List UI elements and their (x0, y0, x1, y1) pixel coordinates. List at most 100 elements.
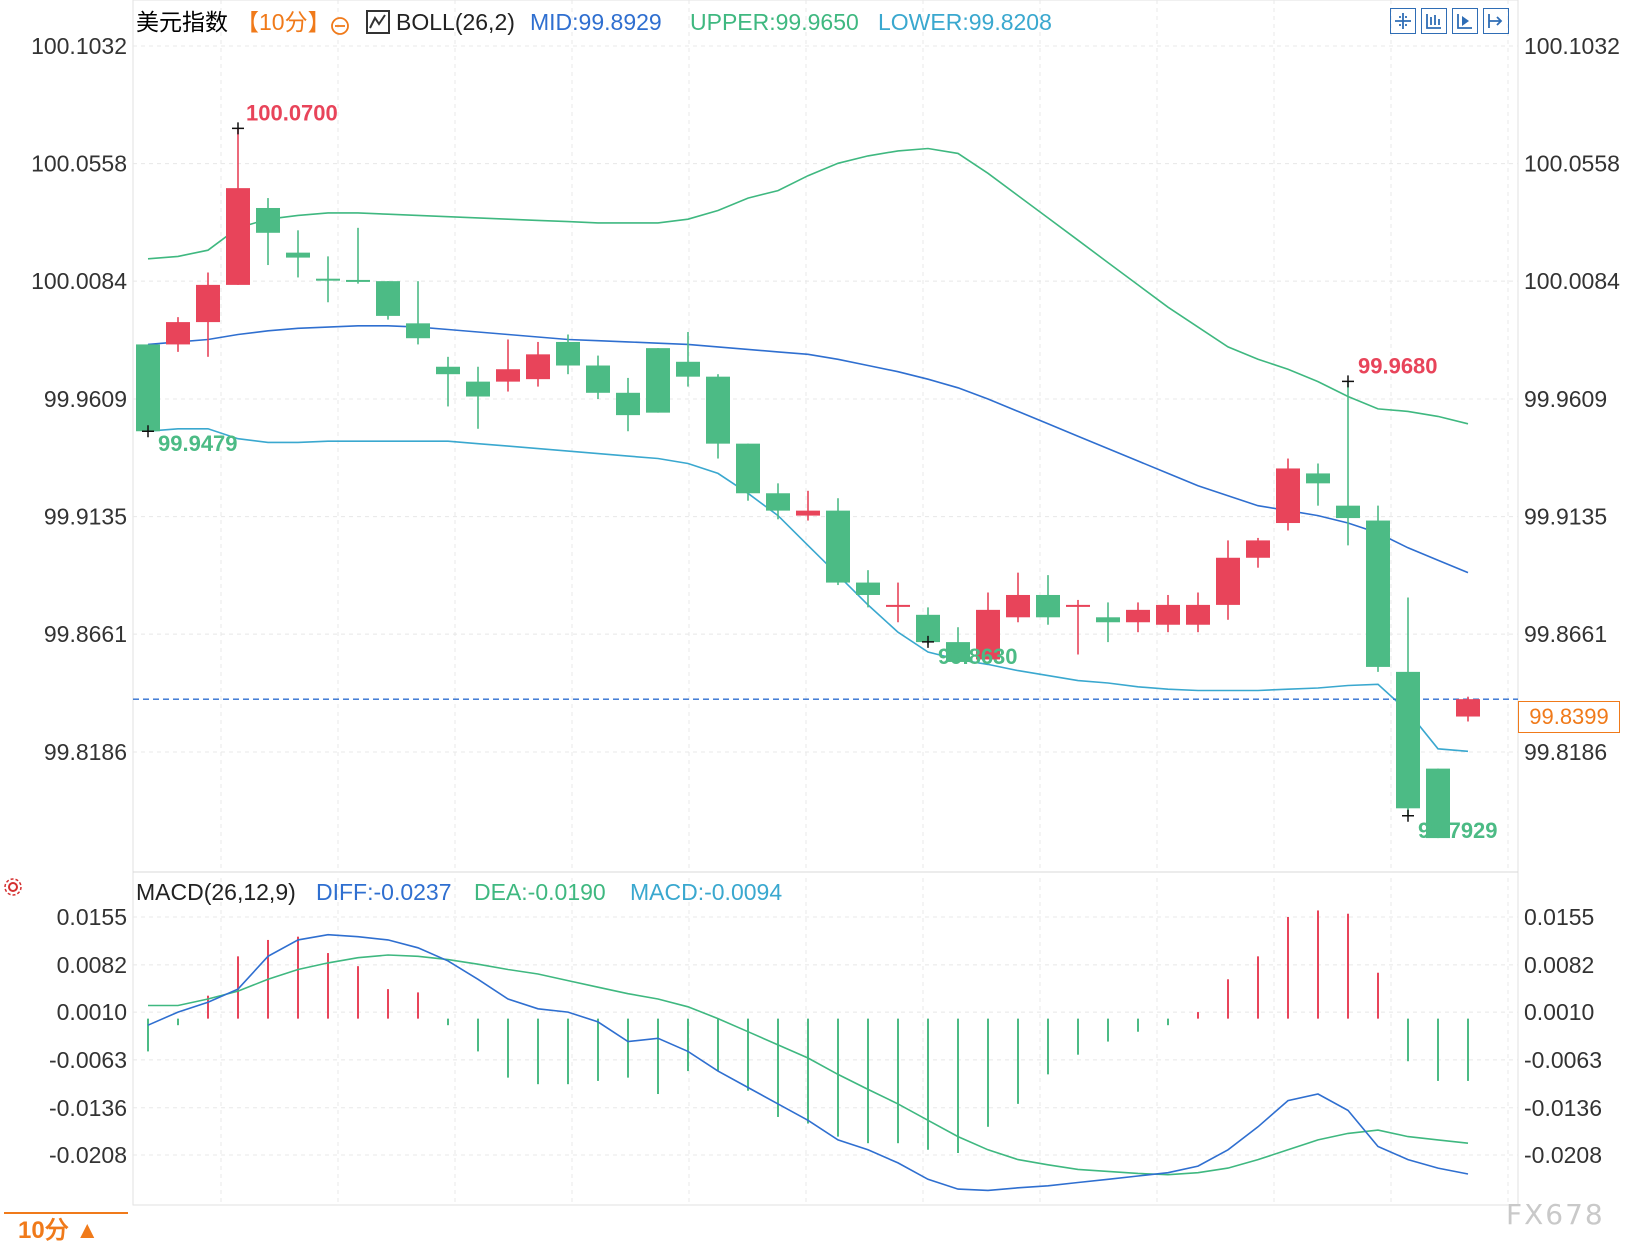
boll-upper-value: UPPER:99.9650 (690, 9, 859, 35)
y-axis-right: 100.1032 100.0558 100.0084 99.9609 99.9135 99… (1524, 33, 1620, 1168)
candle-body (1126, 609, 1150, 623)
boll-lower-value: LOWER:99.8208 (878, 9, 1052, 35)
candle-body (226, 188, 250, 285)
extreme-label: 100.0700 (246, 100, 338, 125)
candle-body (886, 604, 910, 607)
candle-body (376, 281, 400, 316)
y-tick-label: 100.1032 (1524, 33, 1620, 59)
candle-body (196, 284, 220, 323)
candle-body (616, 392, 640, 416)
candle-body (316, 278, 340, 281)
plot-frame (132, 0, 1519, 1206)
y-tick-label: 100.0558 (31, 151, 127, 177)
macd-tick-label: 0.0155 (1524, 904, 1594, 930)
candle-body (766, 493, 790, 511)
candle-body (1336, 505, 1360, 519)
y-tick-label: 99.8661 (1524, 621, 1607, 647)
y-tick-label: 99.9609 (1524, 386, 1607, 412)
macd-tick-label: -0.0136 (49, 1095, 127, 1121)
candle-body (346, 279, 370, 282)
y-tick-label: 100.1032 (31, 33, 127, 59)
y-axis-left: 100.1032 100.0558 100.0084 99.9609 99.9135 99… (31, 33, 127, 1168)
candle-body (856, 582, 880, 595)
y-tick-label: 100.0558 (1524, 151, 1620, 177)
extreme-label: 99.7929 (1418, 818, 1498, 843)
macd-title: MACD(26,12,9) (136, 879, 296, 905)
y-tick-label: 99.8186 (1524, 739, 1607, 765)
macd-tick-label: -0.0208 (1524, 1142, 1602, 1168)
candle-body (1276, 468, 1300, 524)
candle-body (466, 381, 490, 397)
candle-body (1216, 557, 1240, 605)
macd-dea-value: DEA:-0.0190 (474, 879, 606, 905)
candle-body (1456, 699, 1480, 717)
bars-icon[interactable] (1421, 8, 1447, 34)
candle-body (1306, 473, 1330, 484)
macd-tick-label: 0.0082 (57, 952, 127, 978)
candle-body (976, 609, 1000, 660)
macd-tick-label: -0.0136 (1524, 1095, 1602, 1121)
gear-icon[interactable] (2, 876, 24, 898)
candle-body (826, 510, 850, 583)
candle-body (646, 348, 670, 413)
macd-tick-label: 0.0010 (57, 999, 127, 1025)
candle-body (736, 443, 760, 494)
skip-forward-icon[interactable] (1483, 8, 1509, 34)
macd-diff-value: DIFF:-0.0237 (316, 879, 452, 905)
macd-tick-label: 0.0010 (1524, 999, 1594, 1025)
macd-tick-label: 0.0082 (1524, 952, 1594, 978)
y-tick-label: 99.9609 (44, 386, 127, 412)
candle-body (1096, 617, 1120, 623)
candle-body (1396, 671, 1420, 809)
extreme-label: 99.9479 (158, 431, 238, 456)
diff-line (147, 933, 1469, 1192)
candle-body (1006, 594, 1030, 618)
candle-body (1036, 594, 1060, 618)
boll-mid-line (147, 324, 1469, 574)
candle-body (1066, 604, 1090, 607)
candle-body (496, 369, 520, 382)
candle-body (1186, 604, 1210, 625)
candle-body (796, 510, 820, 516)
candle-body (586, 365, 610, 393)
period-selector-tab[interactable]: 10分 ▲ (4, 1212, 128, 1246)
candle-body (1366, 520, 1390, 667)
period-label[interactable]: 【10分】 (236, 9, 331, 35)
macd-tick-label: 0.0155 (57, 904, 127, 930)
y-tick-label: 100.0084 (1524, 268, 1620, 294)
extreme-label: 99.9680 (1358, 353, 1438, 378)
price-annotations: 100.0700 99.9479 99.8630 99.9680 99.7929 (142, 100, 1498, 843)
indicator-name: BOLL(26,2) (396, 9, 515, 35)
indicator-chart-icon[interactable] (366, 10, 390, 34)
minus-circle-icon[interactable] (330, 16, 350, 36)
candle-body (676, 361, 700, 377)
candle-body (946, 642, 970, 662)
macd-macd-value: MACD:-0.0094 (630, 879, 783, 905)
watermark: FX678 (1506, 1198, 1605, 1231)
grid-lines (132, 0, 1519, 1206)
candle-body (706, 376, 730, 444)
boll-upper-line (147, 147, 1469, 425)
boll-mid-value: MID:99.8929 (530, 9, 662, 35)
macd-tick-label: -0.0063 (1524, 1047, 1602, 1073)
candle-body (166, 322, 190, 345)
candle-body (1426, 768, 1450, 839)
candle-body (256, 207, 280, 233)
boll-lower-line (147, 427, 1469, 753)
dea-line (148, 954, 1469, 1176)
current-price-tag: 99.8399 (1518, 701, 1620, 734)
grid-icon[interactable] (1390, 8, 1416, 34)
symbol-name: 美元指数 (136, 9, 228, 35)
y-tick-label: 99.9135 (44, 504, 127, 530)
y-tick-label: 100.0084 (31, 268, 127, 294)
y-tick-label: 99.9135 (1524, 504, 1607, 530)
candle-body (1156, 604, 1180, 625)
candle-body (286, 252, 310, 258)
candle-body (136, 344, 160, 432)
extreme-label: 99.8630 (938, 644, 1018, 669)
candle-body (526, 354, 550, 380)
macd-tick-label: -0.0063 (49, 1047, 127, 1073)
macd-panel (147, 910, 1469, 1192)
play-forward-icon[interactable] (1452, 8, 1478, 34)
